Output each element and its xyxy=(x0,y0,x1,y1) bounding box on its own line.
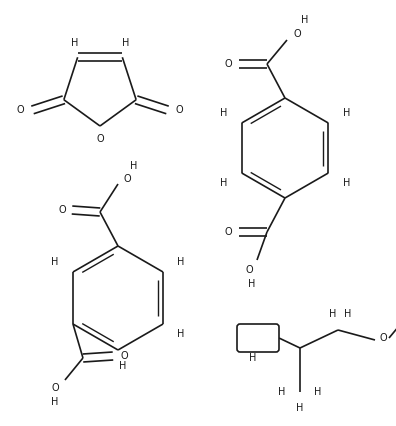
Text: O: O xyxy=(120,351,128,361)
Text: H: H xyxy=(220,178,227,188)
Text: H: H xyxy=(344,309,352,319)
Text: O: O xyxy=(224,227,232,237)
Text: H: H xyxy=(278,387,286,397)
Text: O: O xyxy=(224,59,232,69)
Text: H: H xyxy=(296,403,304,413)
Text: H: H xyxy=(301,15,309,25)
Text: Abs: Abs xyxy=(249,333,267,343)
Text: H: H xyxy=(119,361,127,371)
Text: H: H xyxy=(177,329,185,339)
Text: O: O xyxy=(379,333,387,343)
Text: H: H xyxy=(249,353,257,363)
Text: H: H xyxy=(248,279,256,289)
Text: O: O xyxy=(96,134,104,144)
Text: H: H xyxy=(71,38,78,48)
Text: H: H xyxy=(51,397,59,407)
Text: O: O xyxy=(58,205,66,215)
FancyBboxPatch shape xyxy=(237,324,279,352)
Text: H: H xyxy=(177,257,185,267)
Text: O: O xyxy=(245,265,253,275)
Text: H: H xyxy=(130,161,138,171)
Text: O: O xyxy=(123,174,131,184)
Text: O: O xyxy=(51,383,59,393)
Text: H: H xyxy=(343,108,350,118)
Text: H: H xyxy=(122,38,129,48)
Text: O: O xyxy=(17,105,24,115)
Text: O: O xyxy=(293,29,301,39)
Text: H: H xyxy=(314,387,322,397)
Text: H: H xyxy=(220,108,227,118)
Text: O: O xyxy=(176,105,183,115)
Text: H: H xyxy=(51,257,59,267)
Text: H: H xyxy=(329,309,337,319)
Text: H: H xyxy=(343,178,350,188)
